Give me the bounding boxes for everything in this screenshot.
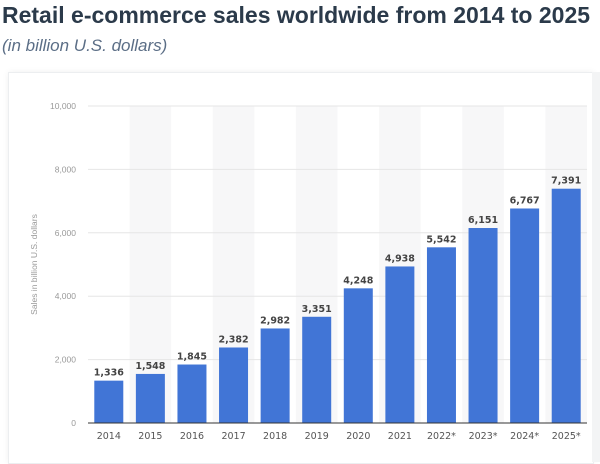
bar-2016 xyxy=(177,364,207,423)
x-tick-label: 2016 xyxy=(180,431,204,442)
y-axis-label: Sales in billion U.S. dollars xyxy=(29,214,39,315)
data-label: 7,391 xyxy=(551,176,581,187)
chart-subtitle: (in billion U.S. dollars) xyxy=(2,36,168,55)
bar-2019 xyxy=(302,316,332,423)
data-label: 6,151 xyxy=(468,215,498,226)
y-tick-label: 4,000 xyxy=(55,291,77,301)
x-tick-label: 2014 xyxy=(97,431,121,442)
x-tick-label: 2017 xyxy=(221,431,245,442)
data-label: 2,382 xyxy=(219,334,249,345)
bar-2017 xyxy=(219,347,249,423)
bar-2023 xyxy=(468,228,498,423)
x-tick-label: 2020 xyxy=(346,431,370,442)
chart-title: Retail e-commerce sales worldwide from 2… xyxy=(2,2,591,28)
bar-2018 xyxy=(260,328,290,423)
data-label: 5,542 xyxy=(426,234,456,245)
x-tick-label: 2015 xyxy=(138,431,162,442)
data-label: 3,351 xyxy=(302,304,332,315)
bar-chart: 0 2,000 4,000 6,000 8,000 10,000 Sales in bill… xyxy=(29,101,587,442)
bar-2025 xyxy=(551,188,581,423)
data-label: 2,982 xyxy=(260,315,290,326)
page-background xyxy=(592,72,600,462)
y-tick-label: 0 xyxy=(71,418,76,428)
data-label: 4,248 xyxy=(343,275,373,286)
y-tick-label: 8,000 xyxy=(55,164,77,174)
x-tick-label: 2022* xyxy=(427,431,456,442)
bar-2020 xyxy=(343,288,373,423)
data-label: 1,336 xyxy=(94,368,124,379)
x-tick-label: 2023* xyxy=(469,431,498,442)
data-label: 1,548 xyxy=(135,361,165,372)
bar-2014 xyxy=(94,380,124,423)
x-tick-label: 2025* xyxy=(552,431,581,442)
bar-2015 xyxy=(135,373,165,423)
column-band xyxy=(129,106,172,423)
data-label: 4,938 xyxy=(385,253,415,264)
x-tick-label: 2021 xyxy=(388,431,412,442)
bar-2022 xyxy=(426,247,456,423)
data-label: 6,767 xyxy=(510,195,540,206)
bar-2021 xyxy=(385,266,415,423)
data-label: 1,845 xyxy=(177,352,207,363)
x-tick-label: 2024* xyxy=(510,431,539,442)
x-tick-label: 2018 xyxy=(263,431,287,442)
y-tick-label: 10,000 xyxy=(50,101,76,111)
y-tick-label: 6,000 xyxy=(55,228,77,238)
y-tick-label: 2,000 xyxy=(55,355,77,365)
bar-2024 xyxy=(510,208,540,423)
x-tick-label: 2019 xyxy=(305,431,329,442)
